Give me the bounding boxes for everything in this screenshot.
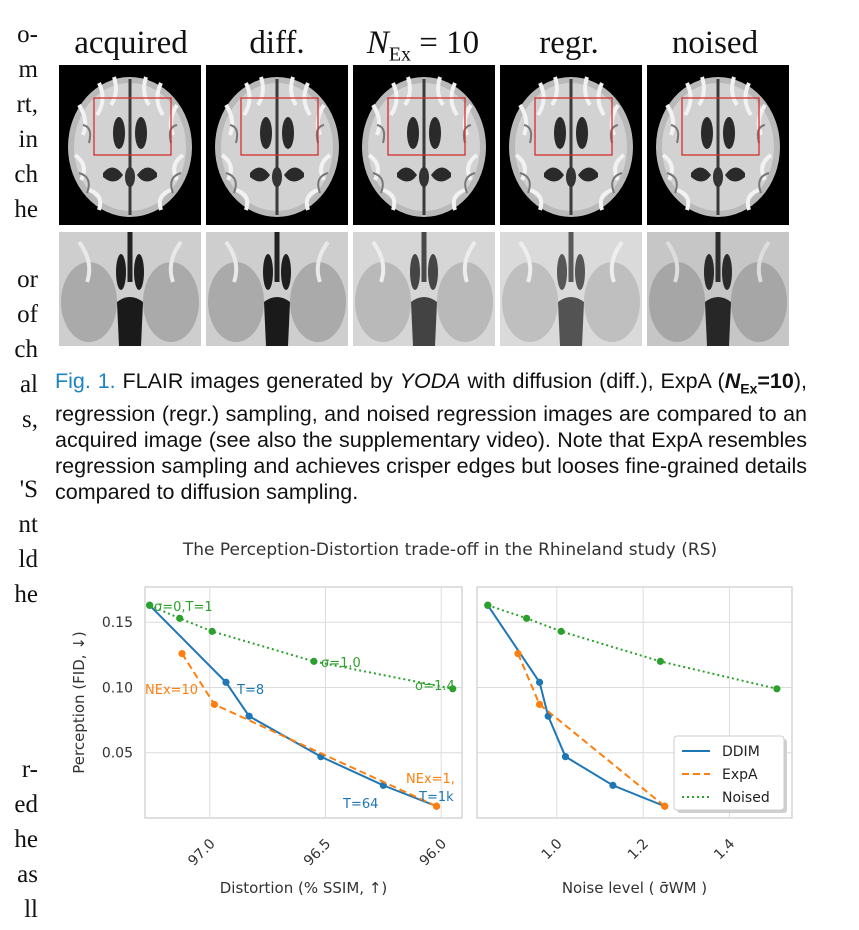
- data-point-expa: [210, 700, 219, 709]
- y-tick-label: 0.15: [102, 615, 133, 631]
- data-point-noised: [146, 601, 154, 609]
- figure-caption: Fig. 1. FLAIR images generated by YODA w…: [55, 369, 807, 505]
- margin-fragment: ch: [14, 336, 38, 363]
- data-point-noised: [176, 614, 184, 622]
- x-tick-label: 96.0: [417, 836, 450, 869]
- left-column-fragments: o-m rt, in ch he or of ch al s, 'S nt ld he r-ed he as ll: [0, 0, 40, 930]
- column-title-noised: noised: [671, 25, 759, 61]
- data-point-noised: [557, 627, 565, 635]
- data-point-expa: [432, 802, 441, 810]
- annotation-label: T=1k: [418, 790, 454, 805]
- legend-label-expa: ExpA: [722, 767, 758, 783]
- x-axis-label: Distortion (% SSIM, ↑): [220, 879, 388, 897]
- margin-fragment: rt,: [16, 91, 38, 118]
- margin-fragment: he: [14, 826, 38, 853]
- data-point-noised: [523, 614, 531, 622]
- annotation-label: σ=0,T=1: [154, 600, 213, 615]
- x-tick-label: 1.4: [711, 836, 738, 863]
- margin-fragment: s,: [22, 406, 38, 433]
- legend-box: [673, 735, 785, 811]
- margin-fragment: nt: [18, 511, 38, 538]
- margin-fragment: he: [14, 581, 38, 608]
- column-title-acquired: acquired: [74, 25, 188, 61]
- margin-fragment: 'S: [19, 476, 38, 503]
- x-tick-label: 1.2: [625, 836, 652, 863]
- margin-fragment: of: [17, 301, 38, 328]
- legend-label-noised: Noised: [722, 790, 770, 806]
- data-point-expa: [535, 700, 544, 709]
- x-tick-label: 97.0: [185, 836, 218, 869]
- data-point-noised: [208, 627, 216, 635]
- margin-fragment: o-: [17, 21, 38, 48]
- data-point-expa: [661, 802, 669, 810]
- data-point-noised: [484, 601, 492, 609]
- annotation-label: T=8: [236, 683, 264, 698]
- data-point-noised: [656, 657, 664, 665]
- zoom-expa: [353, 232, 495, 346]
- zoom-regression: [500, 232, 642, 346]
- data-point-ddim: [222, 678, 230, 686]
- y-tick-label: 0.10: [102, 680, 133, 696]
- margin-fragment: as: [17, 861, 38, 888]
- data-point-noised: [773, 685, 781, 693]
- series-line-ddim: [486, 604, 666, 808]
- x-axis-label: Noise level ( σ̄WM ): [562, 879, 707, 897]
- margin-fragment: he: [14, 196, 38, 223]
- margin-fragment: m: [18, 56, 38, 83]
- annotation-label: NEx=1,: [406, 772, 455, 787]
- zoom-noised: [647, 232, 789, 346]
- column-title-diffusion: diff.: [249, 25, 305, 61]
- legend-label-ddim: DDIM: [722, 744, 760, 760]
- margin-fragment: r-: [21, 756, 38, 783]
- annotation-label: σ=1.0: [321, 656, 361, 671]
- data-point-noised: [449, 685, 457, 693]
- margin-fragment: ch: [14, 161, 38, 188]
- data-point-ddim: [609, 781, 617, 789]
- x-tick-label: 96.5: [301, 836, 334, 869]
- data-point-expa: [514, 649, 522, 658]
- series-line-noised: [487, 604, 778, 690]
- margin-fragment: al: [19, 371, 38, 398]
- data-point-ddim: [245, 712, 253, 720]
- annotation-label: T=64: [342, 797, 378, 812]
- data-point-ddim: [535, 678, 544, 686]
- margin-fragment: ll: [24, 896, 38, 923]
- y-axis-label: Perception (FID, ↓): [70, 631, 88, 774]
- column-title-regression: regr.: [539, 25, 599, 61]
- column-title-expa: NEx = 10: [366, 25, 480, 66]
- plot-area-0: [144, 586, 463, 819]
- margin-fragment: in: [18, 126, 38, 153]
- data-point-ddim: [561, 753, 570, 761]
- annotation-label: NEx=10: [145, 683, 198, 698]
- x-tick-label: 1.0: [539, 836, 566, 863]
- annotation-label: σ=1.4: [415, 679, 455, 694]
- y-tick-label: 0.05: [102, 746, 133, 762]
- margin-fragment: ld: [18, 546, 38, 573]
- margin-fragment: ed: [14, 791, 38, 818]
- data-point-noised: [310, 657, 318, 665]
- series-line-noised: [149, 604, 453, 690]
- margin-fragment: or: [17, 266, 38, 293]
- data-point-ddim: [544, 712, 552, 720]
- data-point-expa: [178, 649, 186, 658]
- chart-title: The Perception-Distortion trade-off in t…: [182, 540, 717, 560]
- figure-label: Fig. 1.: [55, 369, 116, 393]
